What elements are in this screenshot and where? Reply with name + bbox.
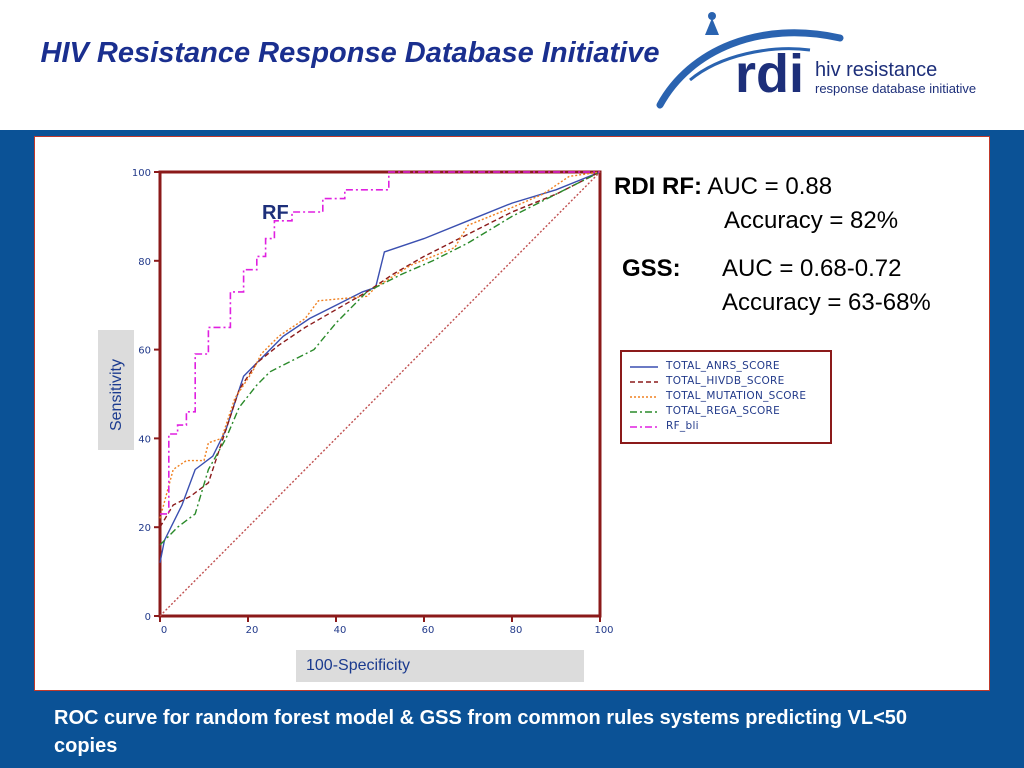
logo-mark: rdi [735, 44, 804, 104]
legend-label: TOTAL_REGA_SCORE [666, 405, 781, 417]
logo-line2: response database initiative [815, 81, 976, 96]
rdi-accuracy: Accuracy = 82% [724, 207, 899, 234]
chart-legend: TOTAL_ANRS_SCORE TOTAL_HIVDB_SCORE TOTAL_M… [620, 350, 832, 444]
legend-swatch [630, 411, 658, 413]
logo-line1: hiv resistance [815, 59, 937, 81]
gss-label: GSS: [622, 255, 681, 282]
legend-swatch [630, 426, 658, 428]
x-tick-label: 20 [246, 625, 259, 636]
legend-label: TOTAL_MUTATION_SCORE [666, 390, 807, 402]
x-tick-label: 60 [422, 625, 435, 636]
page-title: HIV Resistance Response Database Initiat… [40, 37, 660, 69]
logo-swoosh-inner [689, 47, 811, 82]
y-axis-label: Sensitivity [108, 358, 125, 432]
x-tick-label: 80 [510, 625, 523, 636]
legend-label: RF_bli [666, 420, 699, 432]
rdi-auc: AUC = 0.88 [707, 173, 833, 200]
series-line-total-rega-score [159, 171, 601, 546]
legend-label: TOTAL_ANRS_SCORE [666, 360, 780, 372]
gss-auc: AUC = 0.68-0.72 [722, 255, 902, 282]
series-line-rf-bli [160, 171, 600, 515]
legend-label: TOTAL_HIVDB_SCORE [666, 375, 785, 387]
logo-figure [705, 18, 719, 35]
series-line-total-mutation-score [159, 171, 601, 519]
rdi-stats: RDI RF: AUC = 0.88 [614, 173, 832, 201]
series-line-total-hivdb-score [159, 171, 601, 528]
y-tick-label: 20 [138, 523, 151, 534]
reference-diagonal [159, 171, 601, 617]
x-tick-label: 100 [594, 625, 613, 636]
rdi-label: RDI RF: [614, 173, 702, 200]
legend-item: TOTAL_REGA_SCORE [630, 405, 830, 420]
logo-swoosh [656, 29, 844, 109]
x-axis-label-box [296, 650, 584, 682]
x-tick-label: 40 [334, 625, 347, 636]
y-tick-label: 60 [138, 346, 151, 357]
x-axis-label: 100-Specificity [306, 657, 411, 674]
legend-item: TOTAL_HIVDB_SCORE [630, 375, 830, 390]
x-tick-label: 0 [161, 625, 167, 636]
gss-accuracy: Accuracy = 63-68% [722, 289, 931, 316]
plot-frame [158, 170, 602, 618]
header: HIV Resistance Response Database Initiat… [0, 0, 1024, 130]
rf-annotation: RF [262, 202, 289, 224]
y-tick-label: 100 [132, 168, 151, 179]
legend-swatch [630, 366, 658, 368]
y-axis-label-box [98, 330, 134, 450]
slide-caption: ROC curve for random forest model & GSS … [54, 707, 907, 757]
y-tick-label: 40 [138, 434, 151, 445]
legend-item: TOTAL_MUTATION_SCORE [630, 390, 830, 405]
y-tick-label: 0 [145, 612, 151, 623]
rdi-logo: rdi hiv resistance response database ini… [656, 12, 976, 109]
legend-item: TOTAL_ANRS_SCORE [630, 360, 830, 375]
legend-swatch [630, 396, 658, 398]
series-line-total-anrs-score [159, 171, 601, 563]
legend-item: RF_bli [630, 420, 830, 435]
y-tick-label: 80 [138, 257, 151, 268]
legend-swatch [630, 381, 658, 383]
